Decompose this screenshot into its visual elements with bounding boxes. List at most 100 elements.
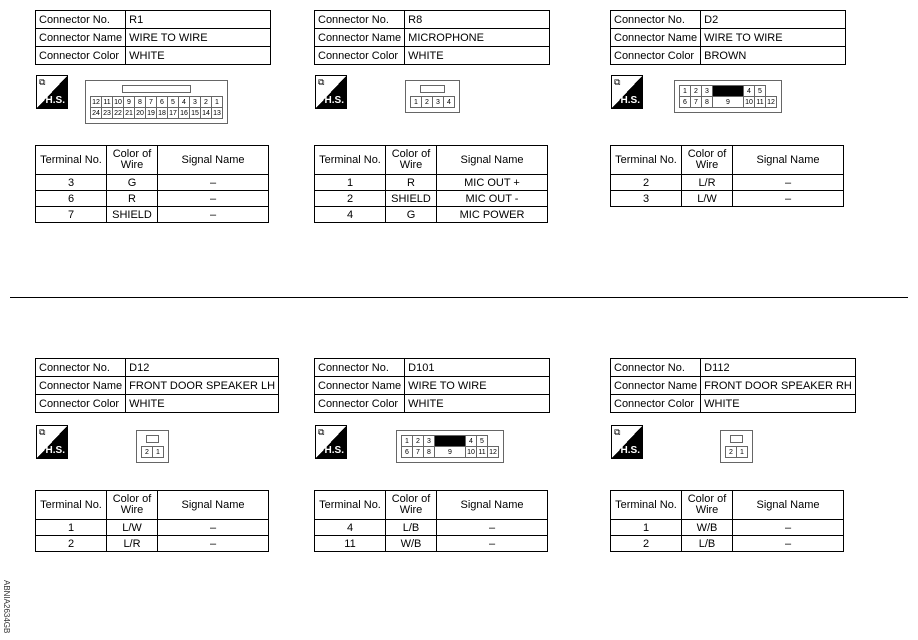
wire-color: SHIELD (106, 206, 158, 223)
pin-blocked (712, 85, 744, 97)
info-label: Connector No. (34, 10, 127, 29)
signal-name: – (436, 519, 548, 536)
table-row: 4 G MIC POWER (314, 206, 548, 223)
pin-cell: 3 (432, 96, 444, 108)
info-value: FRONT DOOR SPEAKER LH (125, 376, 280, 395)
connector-block-d2: Connector No. D2 Connector Name WIRE TO WIR… (609, 10, 850, 230)
terminal-no: 7 (35, 206, 107, 223)
pin-grid: 1 2 3 4 5 6 7 8 9 10 11 12 (401, 435, 499, 458)
pin-cell: 12 (487, 446, 499, 458)
connector-info-table: Connector No. R1 Connector Name WIRE TO WIR… (34, 10, 271, 65)
terminal-header: Terminal No. Color of Wire Signal Name (35, 490, 269, 520)
pin-cell: 13 (211, 107, 223, 119)
signal-name: – (157, 174, 269, 191)
pin-cell: 2 (725, 446, 737, 458)
info-row: Connector Name WIRE TO WIRE (34, 28, 271, 47)
connector-block-d112: Connector No. D112 Connector Name FRONT DOO… (609, 358, 856, 578)
terminal-no: 11 (314, 535, 386, 552)
harness-side-icon: ⧉ H.S. (611, 75, 643, 109)
info-value: R1 (125, 10, 271, 29)
info-row: Connector Color WHITE (313, 46, 550, 65)
signal-name: MIC OUT + (436, 174, 548, 191)
info-row: Connector Color WHITE (34, 394, 280, 413)
info-label: Connector No. (609, 10, 702, 29)
connector-glyph-icon: ⧉ (39, 427, 46, 437)
pin-cell: 2 (200, 96, 212, 108)
terminal-header: Terminal No. Color of Wire Signal Name (314, 490, 548, 520)
info-value: D2 (700, 10, 846, 29)
pin-cell: 8 (701, 96, 713, 108)
header-color-of-wire: Color of Wire (385, 490, 437, 520)
info-value: FRONT DOOR SPEAKER RH (700, 376, 856, 395)
info-row: Connector Name FRONT DOOR SPEAKER LH (34, 376, 280, 395)
table-row: 6 R – (35, 190, 269, 207)
hs-label: H.S. (45, 95, 65, 106)
terminal-table: Terminal No. Color of Wire Signal Name 3 G –6… (35, 145, 269, 223)
table-row: 7 SHIELD – (35, 206, 269, 223)
table-row: 2 L/R – (610, 174, 844, 191)
info-label: Connector Name (313, 28, 406, 47)
figure-code: ABNIA2634GB (2, 580, 11, 634)
pin-cell: 4 (443, 96, 455, 108)
pin-cell: 8 (134, 96, 146, 108)
signal-name: – (157, 519, 269, 536)
terminal-no: 4 (314, 519, 386, 536)
terminal-header: Terminal No. Color of Wire Signal Name (314, 145, 548, 175)
pin-cell: 21 (123, 107, 135, 119)
hs-label: H.S. (324, 95, 344, 106)
signal-name: – (157, 206, 269, 223)
pin-cell: 1 (211, 96, 223, 108)
info-label: Connector Color (609, 46, 702, 65)
pin-grid: 1 2 3 4 5 6 7 8 9 10 11 12 (679, 85, 777, 108)
terminal-table: Terminal No. Color of Wire Signal Name 4 L/B… (314, 490, 548, 552)
info-label: Connector No. (34, 358, 127, 377)
hs-label: H.S. (620, 95, 640, 106)
info-value: D101 (404, 358, 550, 377)
info-value: WHITE (404, 46, 550, 65)
pin-cell: 16 (178, 107, 190, 119)
harness-side-icon: ⧉ H.S. (315, 425, 347, 459)
terminal-header: Terminal No. Color of Wire Signal Name (610, 145, 844, 175)
header-signal-name: Signal Name (157, 145, 269, 175)
pin-cell: 5 (476, 435, 488, 447)
pin-cell: 5 (167, 96, 179, 108)
table-row: 2 L/R – (35, 535, 269, 552)
wire-color: L/B (681, 535, 733, 552)
wire-color: W/B (385, 535, 437, 552)
table-row: 11 W/B – (314, 535, 548, 552)
terminal-no: 2 (610, 174, 682, 191)
connector-info-table: Connector No. D112 Connector Name FRONT DOO… (609, 358, 856, 413)
terminal-header: Terminal No. Color of Wire Signal Name (35, 145, 269, 175)
connector-glyph-icon: ⧉ (318, 77, 325, 87)
pin-cell: 20 (134, 107, 146, 119)
connector-latch (122, 85, 191, 93)
wire-color: L/R (106, 535, 158, 552)
pin-cell: 10 (465, 446, 477, 458)
pin-cell: 10 (112, 96, 124, 108)
connector-block-d12: Connector No. D12 Connector Name FRONT DOOR… (34, 358, 280, 578)
hs-label: H.S. (324, 445, 344, 456)
info-row: Connector Color WHITE (609, 394, 856, 413)
connector-block-r1: Connector No. R1 Connector Name WIRE TO WIR… (34, 10, 275, 230)
pin-cell: 5 (754, 85, 766, 97)
terminal-header: Terminal No. Color of Wire Signal Name (610, 490, 844, 520)
table-row: 1 W/B – (610, 519, 844, 536)
info-row: Connector Name FRONT DOOR SPEAKER RH (609, 376, 856, 395)
header-terminal-no: Terminal No. (314, 490, 386, 520)
connector-glyph-icon: ⧉ (614, 77, 621, 87)
info-label: Connector Name (609, 376, 702, 395)
info-value: BROWN (700, 46, 846, 65)
connector-latch (729, 435, 744, 443)
info-label: Connector Color (313, 46, 406, 65)
header-signal-name: Signal Name (732, 490, 844, 520)
info-row: Connector Name MICROPHONE (313, 28, 550, 47)
header-signal-name: Signal Name (732, 145, 844, 175)
pin-cell: 18 (156, 107, 168, 119)
pin-cell: 11 (101, 96, 113, 108)
header-terminal-no: Terminal No. (610, 145, 682, 175)
info-value: D12 (125, 358, 280, 377)
signal-name: MIC OUT - (436, 190, 548, 207)
